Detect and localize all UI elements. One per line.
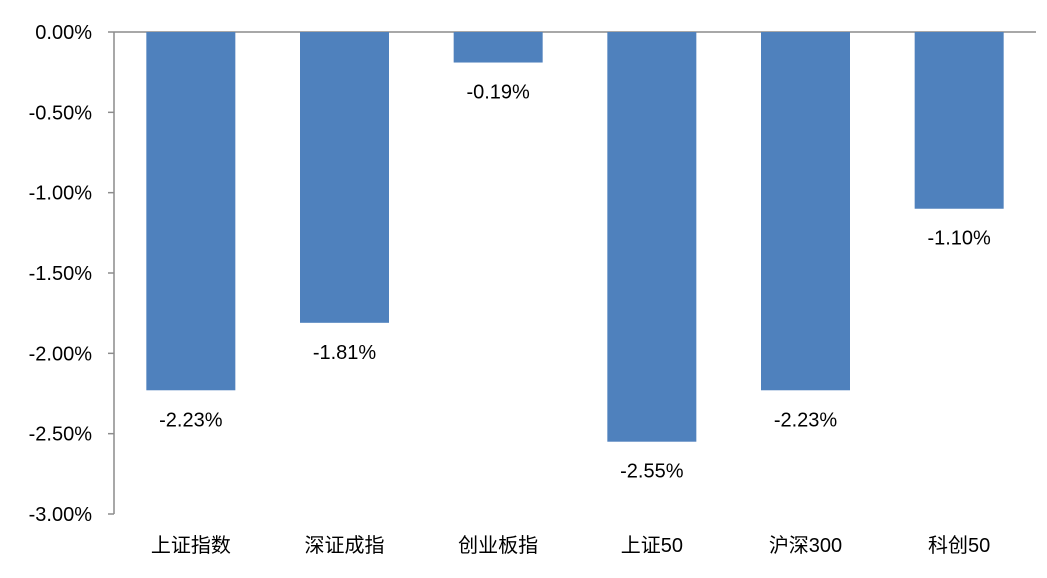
data-label: -0.19%: [466, 82, 530, 104]
bar: [607, 32, 697, 442]
label-layer: -2.23% 上证指数 -1.81% 深证成指 -0.19% 创业板指 -2.55% 上证50…: [151, 82, 991, 557]
x-category-label: 沪深300: [769, 534, 842, 557]
y-tick-label: -2.00%: [29, 343, 93, 365]
axis-layer: 0.00% -0.50% -1.00% -1.50% -2.00% -2.50% -3.00…: [29, 22, 1036, 526]
y-tick-label: -1.50%: [29, 263, 93, 285]
data-label: -2.23%: [774, 409, 838, 431]
x-category-label: 上证50: [621, 534, 683, 557]
bar: [914, 32, 1004, 209]
data-label: -2.23%: [159, 409, 223, 431]
data-label: -2.55%: [620, 461, 684, 483]
y-tick-label: 0.00%: [35, 22, 92, 44]
y-tick-label: -0.50%: [29, 102, 93, 124]
bar: [761, 32, 850, 391]
bar: [146, 32, 236, 391]
x-category-label: 深证成指: [305, 534, 385, 557]
data-label: -1.81%: [313, 342, 377, 364]
x-category-label: 创业板指: [458, 534, 538, 557]
x-category-label: 科创50: [928, 534, 990, 557]
bar: [453, 32, 543, 63]
y-tick-label: -3.00%: [29, 504, 93, 526]
y-tick-label: -2.50%: [29, 424, 93, 446]
data-label: -1.10%: [927, 228, 991, 250]
y-tick-label: -1.00%: [29, 183, 93, 205]
x-category-label: 上证指数: [151, 534, 231, 557]
bar: [300, 32, 389, 323]
bar-layer: [146, 32, 1004, 442]
